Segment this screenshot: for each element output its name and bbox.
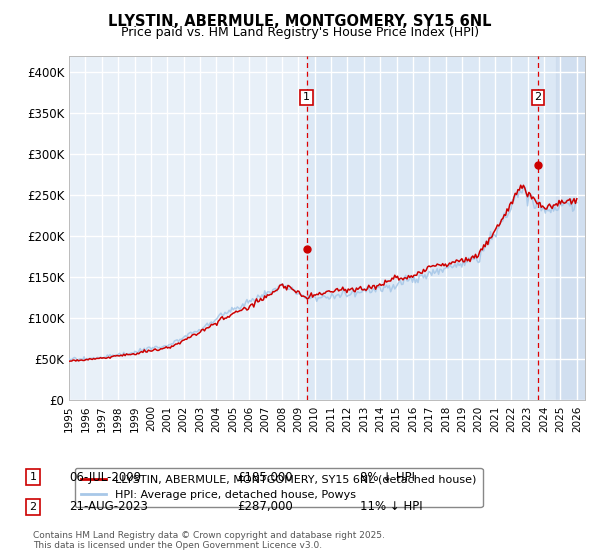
Text: 21-AUG-2023: 21-AUG-2023 xyxy=(69,500,148,514)
Text: 1: 1 xyxy=(29,472,37,482)
Text: Price paid vs. HM Land Registry's House Price Index (HPI): Price paid vs. HM Land Registry's House … xyxy=(121,26,479,39)
Text: 11% ↓ HPI: 11% ↓ HPI xyxy=(360,500,422,514)
Text: £185,000: £185,000 xyxy=(237,470,293,484)
Bar xyxy=(556,56,585,400)
Legend: LLYSTIN, ABERMULE, MONTGOMERY, SY15 6NL (detached house), HPI: Average price, de: LLYSTIN, ABERMULE, MONTGOMERY, SY15 6NL … xyxy=(74,468,482,507)
Text: LLYSTIN, ABERMULE, MONTGOMERY, SY15 6NL: LLYSTIN, ABERMULE, MONTGOMERY, SY15 6NL xyxy=(108,14,492,29)
Text: Contains HM Land Registry data © Crown copyright and database right 2025.
This d: Contains HM Land Registry data © Crown c… xyxy=(33,530,385,550)
Text: 2: 2 xyxy=(29,502,37,512)
Text: 8% ↓ HPI: 8% ↓ HPI xyxy=(360,470,415,484)
Text: 06-JUL-2009: 06-JUL-2009 xyxy=(69,470,141,484)
Bar xyxy=(307,56,585,400)
Text: 1: 1 xyxy=(303,92,310,102)
Bar xyxy=(556,56,585,400)
Text: £287,000: £287,000 xyxy=(237,500,293,514)
Text: 2: 2 xyxy=(535,92,542,102)
